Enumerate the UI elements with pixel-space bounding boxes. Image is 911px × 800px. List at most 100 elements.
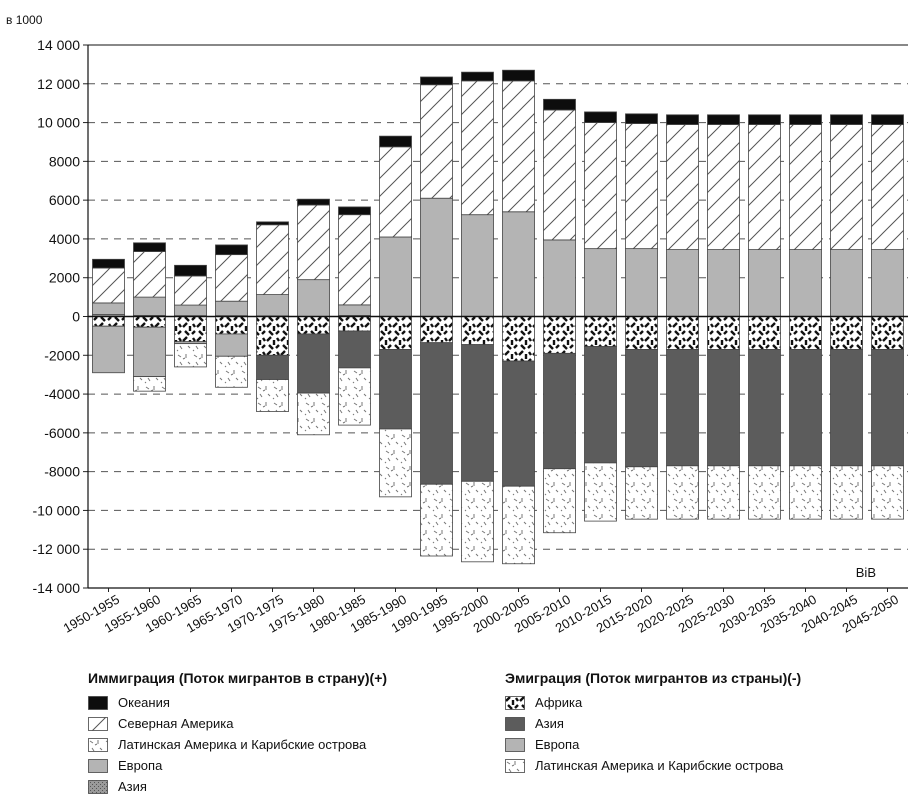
bar-segment-emigration (461, 344, 494, 482)
immigration-legend-swatch (88, 758, 108, 773)
emigration-legend-label: Латинская Америка и Карибские острова (535, 758, 784, 773)
bar-segment-immigration (543, 109, 576, 241)
bar-segment-immigration (174, 275, 207, 306)
y-tick-label: -4000 (44, 386, 80, 402)
y-tick-label: -2000 (44, 347, 80, 363)
bar-segment-immigration (543, 98, 576, 111)
immigration-legend-swatch (88, 737, 108, 752)
bar-segment-immigration (830, 124, 863, 250)
emigration-legend-label: Азия (535, 716, 564, 731)
bar-segment-emigration (666, 465, 699, 520)
y-tick-label: 12 000 (37, 76, 80, 92)
bar-segment-immigration (871, 249, 904, 317)
bar-segment-emigration (707, 349, 740, 467)
bar-segment-immigration (543, 239, 576, 317)
immigration-legend-item: Океания (88, 692, 387, 713)
watermark-text: BiB (856, 565, 876, 580)
bar-segment-immigration (420, 197, 453, 317)
bar-segment-emigration (625, 349, 658, 468)
bar-segment-emigration (625, 316, 658, 350)
svg-text:в 1000: в 1000 (6, 13, 43, 27)
y-tick-label: 14 000 (37, 37, 80, 53)
y-tick-label: 4000 (49, 231, 80, 247)
y-axis-ticks: 14 000 12 000 10 000 8000 6000 4000 2000 0 -2000… (33, 37, 88, 596)
bar-segment-immigration (420, 76, 453, 86)
bar-segment-emigration (379, 349, 412, 430)
bar-segment-immigration (748, 249, 781, 317)
emigration-legend-swatch (505, 695, 525, 710)
bar-segment-immigration (502, 69, 535, 82)
bar-segment-immigration (584, 111, 617, 123)
emigration-legend-label: Европа (535, 737, 580, 752)
bar-segment-emigration (133, 326, 166, 378)
bar-segment-immigration (379, 135, 412, 148)
bar-segment-emigration (420, 316, 453, 344)
bar-segment-emigration (297, 316, 330, 335)
bar-segment-immigration (256, 224, 289, 295)
immigration-legend: Иммиграция (Поток мигрантов в страну)(+)… (88, 670, 387, 797)
bar-segment-immigration (748, 114, 781, 125)
immigration-legend-item: Латинская Америка и Карибские острова (88, 734, 387, 755)
bar-segment-immigration (830, 114, 863, 125)
bar-segment-emigration (830, 349, 863, 467)
bar-segment-immigration (174, 264, 207, 277)
bar-segment-immigration (215, 254, 248, 302)
bars (92, 69, 904, 565)
bar-segment-emigration (215, 355, 248, 388)
y-tick-label: -12 000 (33, 541, 81, 557)
immigration-legend-label: Северная Америка (118, 716, 234, 731)
bar-segment-immigration (707, 249, 740, 317)
bar-segment-immigration (584, 122, 617, 250)
bar-segment-emigration (215, 316, 248, 335)
y-unit-label: в 1000 (6, 13, 43, 27)
bar-segment-emigration (133, 376, 166, 392)
immigration-legend-title: Иммиграция (Поток мигрантов в страну)(+) (88, 670, 388, 686)
bar-segment-immigration (215, 300, 248, 317)
bar-segment-immigration (92, 302, 125, 315)
bar-segment-emigration (748, 465, 781, 520)
y-tick-label: -8000 (44, 464, 80, 480)
bar-segment-immigration (215, 244, 248, 256)
bar-segment-immigration (461, 80, 494, 216)
bar-segment-emigration (502, 316, 535, 362)
bar-segment-immigration (297, 279, 330, 317)
bar-segment-immigration (297, 204, 330, 281)
bar-segment-immigration (789, 114, 822, 125)
bar-segment-emigration (789, 465, 822, 520)
bar-segment-emigration (174, 343, 207, 368)
bar-segment-emigration (92, 325, 125, 374)
emigration-legend-swatch (505, 758, 525, 773)
bar-segment-emigration (666, 316, 699, 350)
immigration-legend-item: Европа (88, 755, 387, 776)
bar-segment-emigration (543, 352, 576, 470)
emigration-legend: Эмиграция (Поток мигрантов из страны)(-)… (505, 670, 801, 776)
bar-segment-immigration (133, 242, 166, 252)
bar-segment-emigration (420, 483, 453, 557)
bar-segment-emigration (379, 316, 412, 350)
immigration-legend-item: Азия (88, 776, 387, 797)
bar-segment-emigration (584, 346, 617, 464)
bar-segment-immigration (666, 114, 699, 125)
bar-segment-immigration (420, 84, 453, 199)
bar-segment-immigration (871, 114, 904, 125)
emigration-legend-item: Европа (505, 734, 801, 755)
bar-segment-immigration (92, 267, 125, 304)
bar-segment-emigration (748, 349, 781, 467)
immigration-legend-label: Европа (118, 758, 163, 773)
bar-segment-emigration (461, 480, 494, 563)
bar-segment-immigration (502, 211, 535, 317)
bar-segment-emigration (502, 485, 535, 565)
bar-segment-emigration (789, 316, 822, 350)
emigration-legend-title: Эмиграция (Поток мигрантов из страны)(-) (505, 670, 802, 686)
bar-segment-immigration (666, 249, 699, 317)
bar-segment-immigration (174, 304, 207, 317)
bar-segment-immigration (707, 114, 740, 125)
bar-segment-immigration (871, 124, 904, 250)
bar-segment-emigration (256, 379, 289, 412)
y-tick-label: 10 000 (37, 115, 80, 131)
bar-segment-immigration (789, 124, 822, 250)
bar-segment-emigration (174, 316, 207, 343)
bar-segment-immigration (748, 124, 781, 250)
bar-segment-immigration (625, 113, 658, 124)
bar-segment-immigration (625, 248, 658, 317)
